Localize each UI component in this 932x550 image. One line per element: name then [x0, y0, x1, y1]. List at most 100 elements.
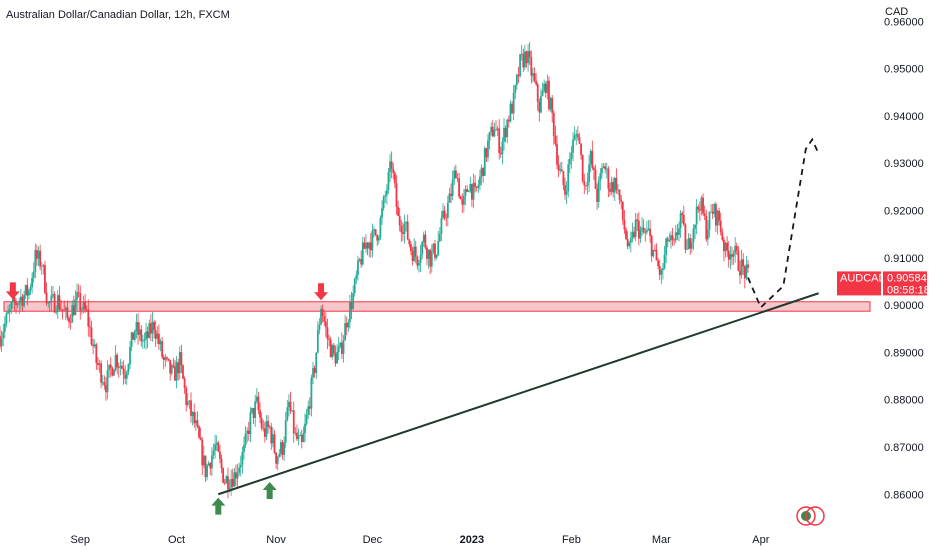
candle [517, 66, 520, 84]
candle [23, 290, 25, 308]
price-badge: AUDCAD 0.90584 08:58:18 [837, 271, 930, 296]
candle [223, 479, 226, 486]
candle [204, 455, 207, 482]
candle [727, 240, 730, 268]
candle [530, 50, 533, 84]
candle [18, 297, 21, 315]
candle [95, 342, 98, 370]
candle [596, 183, 599, 210]
tradingview-logo-icon[interactable] [796, 506, 825, 526]
candle [162, 354, 165, 370]
candle [21, 293, 24, 312]
candle [422, 231, 425, 247]
candle [267, 415, 269, 434]
candle [0, 326, 1, 350]
candle [291, 410, 294, 413]
candle [262, 420, 265, 432]
candle [515, 73, 518, 90]
arrow-down-icon[interactable] [5, 282, 20, 300]
candle [700, 195, 703, 216]
candle [695, 199, 698, 235]
candle [239, 455, 242, 477]
candle [132, 332, 135, 340]
x-tick-label: Feb [562, 534, 581, 546]
candle [644, 228, 647, 242]
x-tick-label: Nov [266, 534, 286, 546]
candle [586, 172, 589, 195]
candle [268, 424, 271, 430]
candle [745, 256, 748, 281]
candle [739, 260, 741, 285]
candle [305, 408, 308, 426]
y-tick-label: 0.93000 [884, 158, 924, 170]
candle [170, 363, 173, 376]
candle [424, 230, 427, 250]
arrow-up-icon[interactable] [262, 482, 277, 500]
candle [522, 48, 525, 73]
candle [249, 406, 252, 443]
candle [732, 250, 735, 265]
candle [393, 170, 396, 189]
candle [442, 203, 444, 220]
candle [233, 467, 236, 487]
candle [573, 126, 576, 141]
candle [726, 236, 729, 257]
candle [687, 233, 690, 250]
candle [363, 237, 366, 249]
candle [504, 125, 507, 143]
candle [509, 100, 512, 123]
candle [217, 440, 220, 453]
candle [671, 228, 674, 246]
candle [84, 293, 86, 314]
candle [416, 255, 419, 270]
candle [655, 243, 658, 261]
candle [161, 337, 164, 359]
candle [511, 101, 513, 114]
candle [326, 318, 329, 350]
candle [64, 305, 67, 321]
candle [697, 204, 700, 213]
candle [666, 236, 669, 248]
candle [414, 240, 417, 264]
candle [678, 221, 680, 242]
candle [246, 427, 249, 443]
candle [673, 238, 676, 246]
candle [703, 205, 706, 221]
candle [520, 45, 523, 61]
candle [551, 94, 554, 123]
candle [339, 341, 342, 349]
arrow-down-icon[interactable] [314, 283, 329, 301]
price-badge-countdown: 08:58:18 [887, 284, 930, 296]
support-zone[interactable] [3, 301, 871, 312]
x-axis[interactable]: Sep Oct Nov Dec 2023 Feb Mar Apr [70, 534, 769, 546]
y-axis[interactable]: 0.86000 0.87000 0.88000 0.89000 0.90000 0.910… [884, 16, 924, 501]
candle [19, 289, 22, 311]
candle [281, 439, 284, 460]
candle [607, 166, 610, 198]
candle [193, 403, 196, 428]
candle [178, 346, 181, 380]
x-tick-label: Sep [70, 534, 90, 546]
candle [8, 303, 11, 322]
candle [692, 224, 695, 250]
candle [119, 358, 122, 376]
candle [270, 423, 273, 450]
candle [263, 422, 266, 443]
candle [257, 391, 260, 415]
candle [570, 145, 573, 169]
candle [296, 424, 298, 442]
candle [723, 236, 725, 262]
arrow-up-icon[interactable] [211, 497, 226, 515]
candle [735, 242, 738, 255]
candle [647, 220, 650, 231]
candle [5, 311, 8, 328]
y-tick-label: 0.92000 [884, 205, 924, 217]
candle [658, 260, 661, 281]
candle [61, 309, 64, 320]
trendline[interactable] [217, 292, 819, 496]
projection-path[interactable] [747, 137, 820, 309]
candle [633, 226, 635, 240]
candle [737, 246, 740, 272]
candle [477, 179, 480, 194]
